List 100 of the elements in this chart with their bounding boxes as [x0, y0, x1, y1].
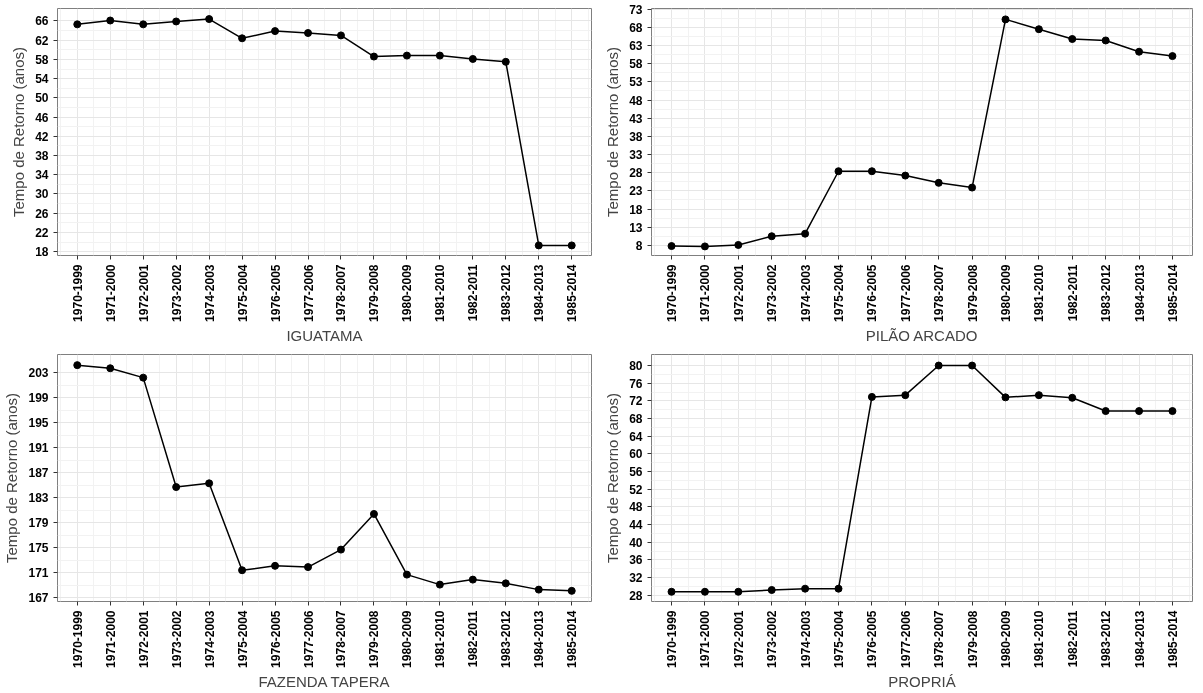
y-tick-label: 28	[629, 588, 643, 603]
y-tick-label: 73	[629, 2, 643, 17]
x-tick-label: 1985-2014	[565, 264, 580, 322]
x-tick-label: 1981-2010	[433, 610, 448, 668]
y-tick-label: 46	[35, 110, 49, 125]
y-tick-label: 175	[28, 541, 49, 556]
y-tick-label: 8	[635, 238, 643, 253]
x-tick-label: 1973-2002	[765, 264, 780, 322]
x-tick-label: 1979-2008	[965, 610, 980, 668]
y-tick-label: 34	[35, 168, 49, 183]
y-tick-label: 30	[35, 187, 49, 202]
x-axis-title: PILÃO ARCADO	[865, 326, 978, 344]
y-tick-label: 68	[629, 412, 643, 427]
y-tick-label: 13	[629, 220, 643, 235]
y-tick-label: 48	[629, 500, 643, 515]
y-tick-label: 199	[28, 391, 49, 406]
y-axis-title: Tempo de Retorno (anos)	[604, 392, 622, 564]
y-tick-label: 68	[629, 20, 643, 35]
x-tick-label: 1973-2002	[765, 610, 780, 668]
x-tick-label: 1971-2000	[103, 610, 118, 668]
x-tick-label: 1979-2008	[965, 264, 980, 322]
x-tick-label: 1973-2002	[169, 610, 184, 668]
x-tick-label: 1980-2009	[400, 264, 415, 322]
y-tick-label: 183	[28, 491, 49, 506]
y-tick-label: 66	[35, 14, 49, 29]
x-tick-label: 1975-2004	[832, 610, 847, 668]
y-tick-label: 64	[629, 429, 643, 444]
x-tick-label: 1974-2003	[798, 264, 813, 322]
y-tick-label: 56	[629, 465, 643, 480]
x-tick-label: 1972-2001	[731, 264, 746, 322]
x-tick-label: 1974-2003	[798, 610, 813, 668]
y-tick-label: 171	[28, 566, 49, 581]
x-tick-label: 1970-1999	[665, 264, 680, 322]
y-tick-label: 22	[35, 225, 49, 240]
x-tick-label: 1978-2007	[334, 264, 349, 322]
x-tick-label: 1975-2004	[235, 264, 250, 322]
x-tick-label: 1973-2002	[169, 264, 184, 322]
x-tick-label: 1971-2000	[698, 264, 713, 322]
x-tick-label: 1982-2011	[466, 264, 481, 322]
x-axis-title: PROPRIÁ	[888, 672, 956, 690]
x-tick-label: 1983-2012	[499, 264, 514, 322]
x-tick-label: 1980-2009	[998, 610, 1013, 668]
x-tick-label: 1978-2007	[334, 610, 349, 668]
x-tick-label: 1981-2010	[1032, 264, 1047, 322]
y-tick-label: 38	[629, 129, 643, 144]
x-tick-label: 1977-2006	[898, 264, 913, 322]
y-tick-label: 203	[28, 366, 49, 381]
x-tick-label: 1970-1999	[70, 610, 85, 668]
x-tick-label: 1982-2011	[1065, 610, 1080, 668]
x-tick-label: 1981-2010	[1032, 610, 1047, 668]
x-tick-label: 1974-2003	[202, 610, 217, 668]
y-tick-label: 80	[629, 359, 643, 374]
x-tick-label: 1970-1999	[70, 264, 85, 322]
x-tick-label: 1980-2009	[400, 610, 415, 668]
x-tick-label: 1985-2014	[565, 610, 580, 668]
x-tick-label: 1984-2013	[1132, 264, 1147, 322]
y-axis-title: Tempo de Retorno (anos)	[10, 46, 28, 218]
y-tick-label: 58	[35, 52, 49, 67]
x-tick-label: 1972-2001	[136, 264, 151, 322]
x-tick-label: 1976-2005	[865, 610, 880, 668]
x-tick-label: 1976-2005	[268, 264, 283, 322]
x-tick-label: 1978-2007	[932, 610, 947, 668]
y-tick-label: 50	[35, 91, 49, 106]
x-tick-label: 1979-2008	[367, 264, 382, 322]
x-tick-label: 1982-2011	[1065, 264, 1080, 322]
y-axis-title: Tempo de Retorno (anos)	[604, 46, 622, 218]
y-tick-label: 52	[629, 482, 643, 497]
x-tick-label: 1983-2012	[499, 610, 514, 668]
y-tick-label: 58	[629, 57, 643, 72]
y-tick-label: 72	[629, 394, 643, 409]
x-tick-label: 1979-2008	[367, 610, 382, 668]
y-tick-label: 76	[629, 376, 643, 391]
x-tick-label: 1971-2000	[698, 610, 713, 668]
y-tick-label: 63	[629, 39, 643, 54]
y-tick-label: 44	[629, 518, 643, 533]
y-tick-label: 33	[629, 148, 643, 163]
x-tick-label: 1976-2005	[268, 610, 283, 668]
y-tick-label: 28	[629, 166, 643, 181]
x-tick-label: 1972-2001	[731, 610, 746, 668]
x-tick-label: 1984-2013	[1132, 610, 1147, 668]
y-tick-label: 195	[28, 416, 49, 431]
y-tick-label: 167	[28, 591, 49, 606]
y-axis-title: Tempo de Retorno (anos)	[3, 392, 21, 564]
x-tick-label: 1982-2011	[466, 610, 481, 668]
y-tick-label: 48	[629, 93, 643, 108]
x-tick-label: 1975-2004	[832, 264, 847, 322]
y-tick-label: 53	[629, 75, 643, 90]
x-tick-label: 1976-2005	[865, 264, 880, 322]
y-tick-label: 36	[629, 553, 643, 568]
x-tick-label: 1984-2013	[532, 610, 547, 668]
y-tick-label: 18	[629, 202, 643, 217]
y-tick-label: 23	[629, 184, 643, 199]
x-tick-label: 1983-2012	[1099, 264, 1114, 322]
x-tick-label: 1985-2014	[1165, 264, 1180, 322]
y-tick-label: 42	[35, 129, 49, 144]
x-tick-label: 1977-2006	[898, 610, 913, 668]
y-tick-label: 187	[28, 466, 49, 481]
x-tick-label: 1983-2012	[1099, 610, 1114, 668]
y-tick-label: 40	[629, 535, 643, 550]
y-tick-label: 38	[35, 149, 49, 164]
